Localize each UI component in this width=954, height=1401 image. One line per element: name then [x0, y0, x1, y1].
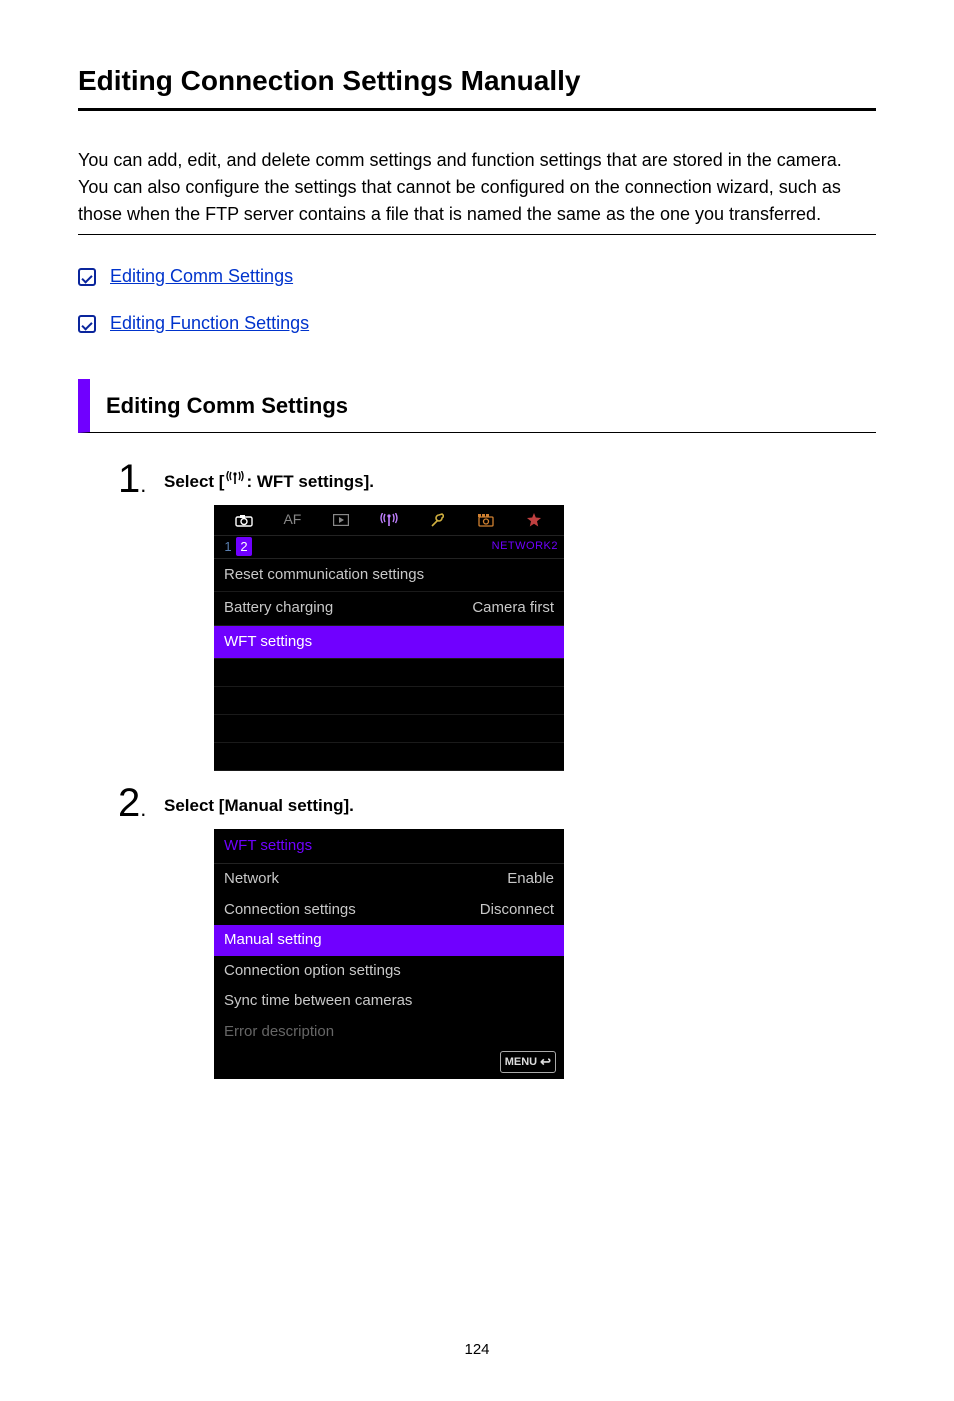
tab-star-icon	[510, 509, 558, 530]
back-arrow-icon: ↩	[540, 1052, 551, 1072]
checkbox-icon	[78, 315, 96, 333]
step-1-suffix: : WFT settings].	[246, 469, 373, 495]
menu-row-empty	[214, 743, 564, 771]
menu-row-reset: Reset communication settings	[214, 559, 564, 593]
menu-row-empty	[214, 715, 564, 743]
menu2-row-manual-selected: Manual setting	[214, 925, 564, 956]
menu-value: Disconnect	[480, 899, 554, 922]
step-1-prefix: Select [	[164, 469, 224, 495]
menu-row-empty	[214, 687, 564, 715]
camera-menu-screenshot-2: WFT settings Network Enable Connection s…	[214, 829, 564, 1079]
step-1-title: Select [ : WFT settings].	[164, 469, 876, 495]
camera-tabs: AF	[214, 505, 564, 535]
tab-playback-icon	[317, 509, 365, 530]
step-number: 2.	[118, 773, 146, 833]
subtab-label: NETWORK2	[492, 538, 558, 555]
camera-menu-screenshot-1: AF	[214, 505, 564, 772]
page-2-selected: 2	[236, 537, 252, 557]
antenna-icon	[226, 469, 244, 493]
tab-camera-icon	[220, 509, 268, 530]
divider	[78, 234, 876, 235]
menu-label: Connection settings	[224, 899, 480, 922]
menu-value: Camera first	[472, 597, 554, 620]
intro-paragraph: You can add, edit, and delete comm setti…	[78, 147, 876, 228]
menu-label: Sync time between cameras	[224, 990, 554, 1013]
camera-subtabs: 1 2 NETWORK2	[214, 535, 564, 559]
menu-label: WFT settings	[224, 631, 554, 654]
step-1: 1. Select [ : WFT settings]. A	[164, 469, 876, 771]
step-2: 2. Select [Manual setting]. WFT settings…	[164, 793, 876, 1079]
step-number: 1.	[118, 449, 146, 509]
step-2-title: Select [Manual setting].	[164, 793, 876, 819]
page-title: Editing Connection Settings Manually	[78, 60, 876, 111]
menu-value: Enable	[507, 868, 554, 891]
menu2-row-connopt: Connection option settings	[214, 956, 564, 987]
link-editing-comm[interactable]: Editing Comm Settings	[78, 263, 876, 290]
menu2-row-error-disabled: Error description	[214, 1017, 564, 1048]
page-number: 124	[78, 1339, 876, 1362]
menu2-row-network: Network Enable	[214, 864, 564, 895]
tab-af: AF	[268, 509, 316, 530]
tab-wrench-icon	[413, 509, 461, 530]
page-1: 1	[220, 537, 236, 557]
link-text: Editing Function Settings	[110, 310, 309, 337]
checkbox-icon	[78, 268, 96, 286]
menu-back-button: MENU ↩	[500, 1051, 556, 1073]
menu-row-empty	[214, 659, 564, 687]
menu-label: Network	[224, 868, 507, 891]
menu-row-wft-selected: WFT settings	[214, 626, 564, 660]
menu2-row-connection: Connection settings Disconnect	[214, 895, 564, 926]
menu2-header: WFT settings	[214, 829, 564, 865]
menu2-footer: MENU ↩	[214, 1047, 564, 1079]
section-heading-bar: Editing Comm Settings	[78, 379, 876, 433]
link-text: Editing Comm Settings	[110, 263, 293, 290]
menu-label: Error description	[224, 1021, 554, 1044]
menu-btn-label: MENU	[505, 1054, 537, 1071]
menu-label: Battery charging	[224, 597, 472, 620]
menu-label: Reset communication settings	[224, 564, 554, 587]
menu-row-battery: Battery charging Camera first	[214, 592, 564, 626]
section-heading: Editing Comm Settings	[106, 389, 860, 422]
menu-label: Connection option settings	[224, 960, 554, 983]
menu2-row-sync: Sync time between cameras	[214, 986, 564, 1017]
tab-custom-icon	[461, 509, 509, 530]
tab-network-icon	[365, 509, 413, 530]
menu-label: Manual setting	[224, 929, 554, 952]
link-editing-function[interactable]: Editing Function Settings	[78, 310, 876, 337]
